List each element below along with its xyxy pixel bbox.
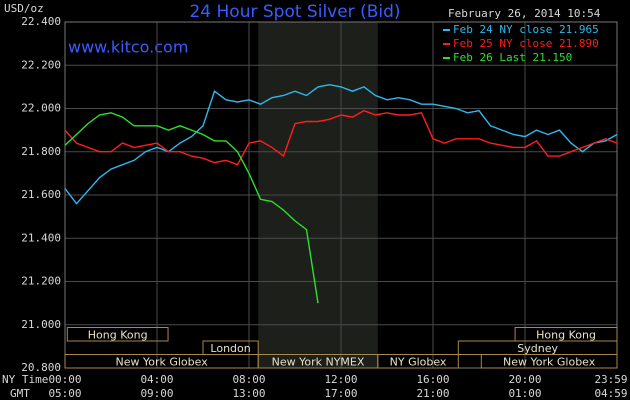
session-label: Hong Kong — [536, 328, 596, 341]
session-label: New York Globex — [115, 355, 208, 368]
session-box — [66, 327, 169, 342]
chart-title: 24 Hour Spot Silver (Bid) — [189, 2, 400, 22]
site-label: www.kitco.com — [68, 38, 188, 57]
y-tick-label: 20.800 — [21, 361, 61, 374]
x-tick-label: 20:00 — [508, 373, 541, 386]
y-tick-label: 22.200 — [21, 58, 61, 71]
session-label: Sydney — [517, 342, 558, 355]
x2-tick-label: 01:00 — [508, 387, 541, 400]
x2-row-label: GMT — [10, 387, 30, 400]
x-tick-label: 16:00 — [416, 373, 449, 386]
session-label: NY Globex — [390, 355, 447, 368]
session-label: London — [210, 342, 250, 355]
y-tick-label: 22.400 — [21, 15, 61, 28]
y-tick-label: 21.800 — [21, 145, 61, 158]
x2-tick-label: 05:00 — [48, 387, 81, 400]
x-row-label: NY Time — [2, 373, 48, 386]
session-label: Hong Kong — [88, 328, 148, 341]
x2-tick-label: 04:59 — [594, 387, 627, 400]
y-tick-label: 22.000 — [21, 102, 61, 115]
session-box — [480, 354, 618, 369]
x-tick-label: 04:00 — [140, 373, 173, 386]
series-line — [64, 112, 319, 304]
legend-label: Feb 26 Last 21.150 — [453, 51, 572, 64]
x2-tick-label: 21:00 — [416, 387, 449, 400]
x2-tick-label: 09:00 — [140, 387, 173, 400]
session-box — [377, 354, 459, 369]
y-axis-label: USD/oz — [4, 2, 44, 15]
session-label: New York NYMEX — [272, 355, 365, 368]
x2-tick-label: 17:00 — [324, 387, 357, 400]
y-tick-label: 21.600 — [21, 188, 61, 201]
x-tick-label: 23:59 — [594, 373, 627, 386]
x-tick-label: 12:00 — [324, 373, 357, 386]
legend-label: Feb 25 NY close 21.890 — [453, 37, 599, 50]
series-line — [64, 109, 618, 166]
y-tick-label: 21.000 — [21, 318, 61, 331]
x-tick-label: 08:00 — [232, 373, 265, 386]
timestamp: February 26, 2014 10:54 — [448, 7, 601, 20]
y-tick-label: 21.200 — [21, 275, 61, 288]
x-tick-label: 00:00 — [48, 373, 81, 386]
y-tick-label: 21.400 — [21, 231, 61, 244]
x2-tick-label: 13:00 — [232, 387, 265, 400]
session-label: New York Globex — [503, 355, 596, 368]
series-line — [64, 83, 618, 205]
legend-label: Feb 24 NY close 21.965 — [453, 23, 599, 36]
